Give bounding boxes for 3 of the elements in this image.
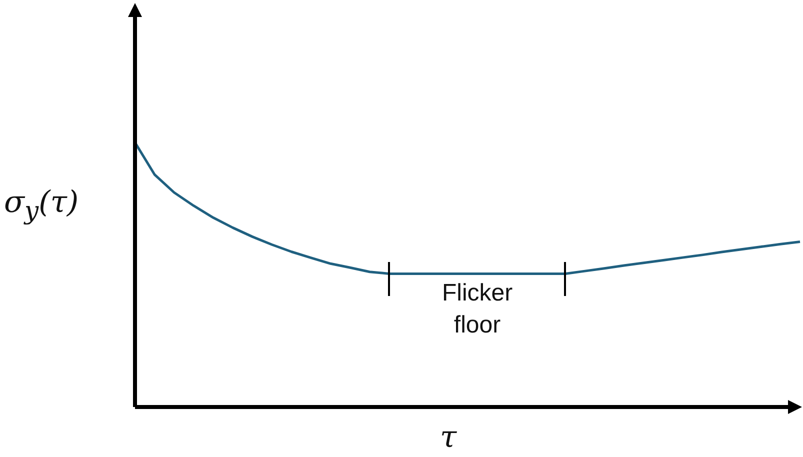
x-axis-title: τ — [440, 420, 457, 455]
y-axis-title: σ$_{y}$(τ) — [4, 185, 79, 225]
annotation: Flicker floor — [442, 279, 513, 338]
